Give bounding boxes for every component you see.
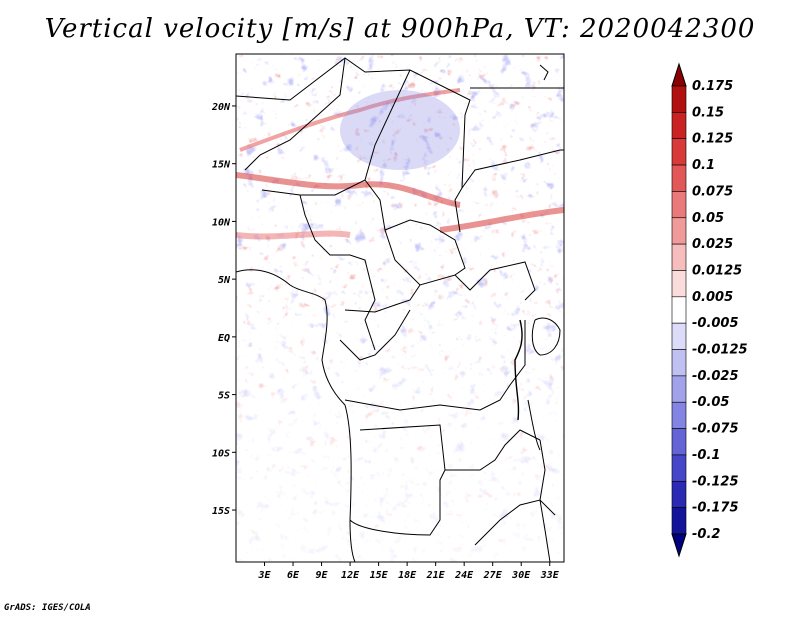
lon-tick-label: 6E: [287, 570, 300, 581]
colorbar-segment: [671, 428, 687, 456]
colorbar-label: 0.025: [692, 237, 733, 252]
colorbar-label: -0.025: [692, 369, 739, 384]
colorbar-label: -0.05: [692, 395, 729, 410]
lat-tick-label: 15S: [212, 506, 230, 517]
lat-tick-label: 10N: [212, 217, 231, 228]
coastline: [236, 269, 356, 562]
lat-tick-label: EQ: [218, 333, 230, 344]
longitude-axis: 3E 6E 9E 12E 15E 18E 21E 24E 27E 30E 33E: [257, 562, 560, 581]
colorbar-bottom-arrow: [671, 533, 687, 558]
lon-tick-label: 12E: [341, 570, 360, 581]
colorbar-label: -0.125: [692, 474, 739, 489]
colorbar-label: -0.0125: [692, 343, 748, 358]
colorbar: 0.175 0.15 0.125 0.1 0.075 0.05 0.025 0.0125 0.0…: [671, 62, 748, 558]
colorbar-segment: [671, 480, 687, 508]
colorbar-label: -0.1: [692, 448, 720, 463]
colorbar-segment: [671, 243, 687, 271]
lon-tick-label: 3E: [257, 570, 271, 581]
colorbar-segment: [671, 270, 687, 298]
lon-tick-label: 18E: [398, 570, 417, 581]
lon-tick-label: 9E: [316, 570, 329, 581]
colorbar-segment: [671, 191, 687, 219]
lon-tick-label: 30E: [511, 570, 531, 581]
lat-tick-label: 5S: [218, 391, 230, 402]
colorbar-segment: [671, 375, 687, 403]
sahel-red-bands: [236, 88, 564, 240]
colorbar-segment: [671, 507, 687, 535]
lat-tick-label: 15N: [212, 160, 231, 171]
lon-tick-label: 27E: [483, 570, 503, 581]
colorbar-label: -0.2: [692, 527, 720, 542]
colorbar-label: 0.1: [692, 158, 715, 173]
lon-tick-label: 33E: [540, 570, 560, 581]
lat-tick-label: 10S: [212, 448, 230, 459]
colorbar-label: -0.075: [692, 422, 739, 437]
footer-credit: GrADS: IGES/COLA: [4, 603, 91, 613]
latitude-axis: 20N 15N 10N 5N EQ 5S 10S 15S: [211, 102, 236, 517]
colorbar-segment: [671, 349, 687, 377]
colorbar-label: 0.125: [692, 132, 733, 147]
colorbar-label: 0.005: [692, 290, 733, 305]
colorbar-segment: [671, 112, 687, 140]
velocity-field: [236, 54, 564, 562]
plot-frame: [235, 53, 565, 563]
colorbar-top-arrow: [671, 62, 687, 87]
colorbar-label: 0.15: [692, 105, 724, 120]
lake-victoria: [531, 317, 561, 356]
lat-tick-label: 5N: [218, 275, 231, 286]
colorbar-label: 0.075: [692, 184, 733, 199]
borders: [236, 57, 564, 562]
lon-tick-label: 15E: [370, 570, 389, 581]
colorbar-label: 0.175: [692, 79, 733, 94]
colorbar-label: -0.005: [692, 316, 739, 331]
lat-tick-label: 20N: [211, 102, 231, 113]
colorbar-segment: [671, 138, 687, 166]
colorbar-segment: [671, 164, 687, 192]
lon-tick-label: 21E: [426, 570, 446, 581]
colorbar-segment: [671, 217, 687, 245]
colorbar-segment: [671, 401, 687, 429]
colorbar-label: 0.05: [692, 211, 724, 226]
colorbar-segment: [671, 454, 687, 482]
lon-tick-label: 24E: [454, 570, 474, 581]
colorbar-segment: [671, 322, 687, 350]
colorbar-segment: [671, 296, 687, 324]
map-title: Vertical velocity [m/s] at 900hPa, VT: 2…: [44, 14, 756, 44]
blue-region: [340, 90, 460, 170]
colorbar-label: -0.175: [692, 501, 739, 516]
colorbar-segment: [671, 85, 687, 113]
colorbar-label: 0.0125: [692, 263, 742, 278]
